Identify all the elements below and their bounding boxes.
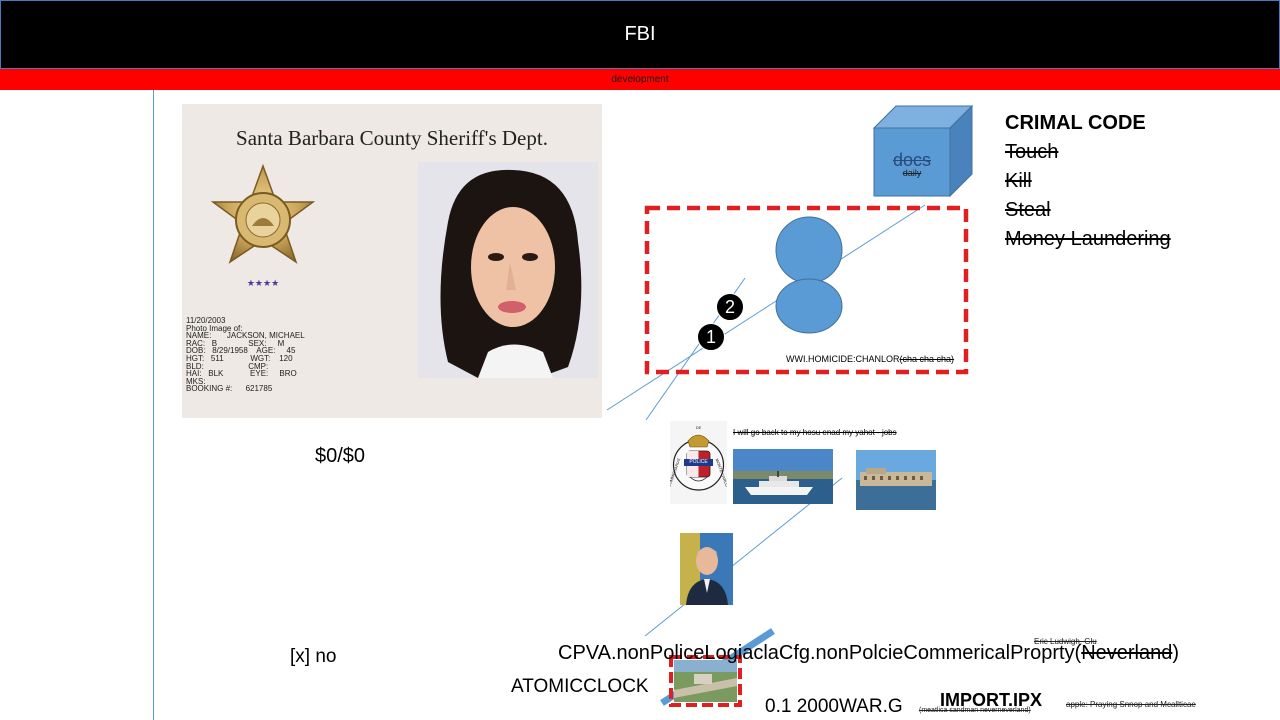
cpva-prefix: CPVA.nonPoliceLogiaclaCfg.nonPolcieComme… [558, 642, 1082, 664]
booking-info: 11/20/2003 Photo Image of: NAME: JACKSON… [186, 316, 305, 394]
cube-label: docs [892, 150, 932, 170]
svg-text:★★★★: ★★★★ [247, 278, 279, 288]
blue-circle-top [775, 216, 843, 284]
criminal-code-heading: CRIMAL CODE [1005, 112, 1146, 134]
cube-sublabel: daily [902, 168, 922, 178]
import-note: apple: Praying Snnop and Mcallticae [1066, 700, 1196, 709]
header-bar [0, 0, 1280, 69]
atomic-clock-text: ATOMICCLOCK [511, 676, 649, 697]
police-badge-center: POLICE [689, 459, 708, 465]
dashed-box [644, 205, 969, 375]
homicide-text: WWI.HOMICIDE:CHANLOR [786, 354, 900, 364]
criminal-code-item: Money Laundering [1005, 228, 1171, 250]
cpva-config-text: CPVA.nonPoliceLogiaclaCfg.nonPolcieComme… [558, 642, 1179, 665]
cpva-struck: Neverland [1081, 642, 1173, 664]
criminal-code-item: Touch [1005, 141, 1059, 163]
vertical-divider [153, 90, 154, 720]
checkbox-text: [x] no [290, 646, 337, 667]
marker-2: 2 [716, 293, 744, 321]
palace-photo [856, 450, 936, 510]
aerial-photo [674, 660, 737, 702]
criminal-code-list: CRIMAL CODE Touch Kill Steal Money Laund… [1005, 109, 1171, 254]
booking-photo-card: Santa Barbara County Sheriff's Dept. ★★★… [182, 104, 602, 418]
blue-circle-bottom [775, 278, 843, 334]
criminal-code-item: Kill [1005, 170, 1032, 192]
eric-note: Eric Ludwigh, Glu [1034, 637, 1097, 646]
docs-cube [872, 104, 974, 198]
marker-1: 1 [697, 323, 725, 351]
connector-line [644, 477, 843, 637]
go-back-note: I will go back to my hosu enad my yahot … [733, 428, 897, 437]
page-subtitle: development [611, 74, 669, 85]
police-badge-top2: DE [695, 425, 702, 430]
portrait-photo [680, 533, 733, 605]
homicide-struck: (cha cha cha) [899, 354, 955, 364]
criminal-code-item: Steal [1005, 199, 1051, 221]
balance-text: $0/$0 [315, 445, 366, 467]
card-header: Santa Barbara County Sheriff's Dept. [236, 126, 548, 150]
yacht-photo [733, 449, 833, 504]
homicide-label: WWI.HOMICIDE:CHANLOR(cha cha cha) [786, 354, 954, 364]
mugshot-photo [418, 162, 598, 378]
cpva-suffix: ) [1172, 642, 1180, 664]
bottom-dashed-box [669, 655, 742, 707]
war-text: 0.1 2000WAR.G [765, 696, 903, 717]
war-subtext: (meatlica sandman neverneverland) [919, 707, 1031, 714]
connector-line [606, 204, 926, 411]
page-title: FBI [624, 23, 656, 45]
police-badge-image: POLICE DE COMMISSARIAT MONTE-CARLO [670, 421, 727, 504]
subtitle-bar [0, 69, 1280, 90]
sheriff-badge-icon: ★★★★ [210, 163, 316, 288]
import-label: IMPORT.IPX [940, 690, 1043, 710]
